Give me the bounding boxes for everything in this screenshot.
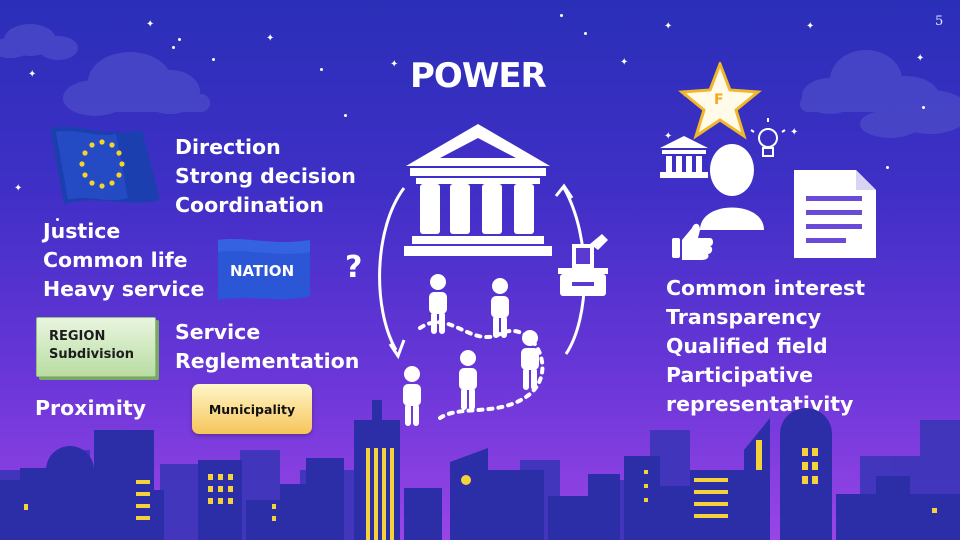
municipality-box: Municipality — [192, 384, 312, 434]
region-line: Service — [175, 320, 261, 344]
slide-title: POWER — [410, 56, 547, 96]
star-icon: ✦ — [916, 53, 925, 64]
lightbulb-icon — [750, 118, 786, 157]
building-icon — [660, 136, 708, 178]
nation-flag-icon — [218, 239, 310, 300]
eu-line: Coordination — [175, 193, 324, 217]
star-icon: ✦ — [790, 127, 799, 138]
eu-flag-icon — [50, 126, 160, 204]
star-icon: ✦ — [146, 19, 155, 30]
region-box: REGION Subdivision — [36, 317, 156, 377]
citizens-icon — [403, 274, 539, 426]
nation-flag-label: NATION — [230, 262, 295, 280]
citizen-ideas-illustration — [660, 62, 876, 260]
star-icon: ✦ — [806, 21, 815, 32]
arrow-down-icon — [378, 187, 406, 351]
right-line: representativity — [666, 392, 854, 416]
star-icon: ✦ — [28, 69, 37, 80]
question-mark: ? — [345, 250, 363, 285]
government-building-icon — [404, 124, 552, 256]
region-line: Reglementation — [175, 349, 360, 373]
right-line: Participative — [666, 363, 814, 387]
thumbs-up-icon — [672, 223, 713, 260]
ballot-box-icon — [558, 234, 608, 296]
building-windows — [24, 440, 937, 540]
municipality-label: Municipality — [208, 401, 296, 417]
region-subtitle: Subdivision — [49, 347, 134, 362]
eu-line: Strong decision — [175, 164, 356, 188]
nation-line: Common life — [43, 248, 188, 272]
eu-line: Direction — [175, 135, 281, 159]
star-icon: ✦ — [620, 57, 629, 68]
star-icon: ✦ — [664, 131, 673, 142]
region-description: Service Reglementation — [175, 318, 359, 376]
star-icon: ✦ — [390, 59, 399, 70]
nation-description: Justice Common life Heavy service — [43, 217, 204, 304]
nation-line: Heavy service — [43, 277, 205, 301]
star-icon: ✦ — [664, 21, 673, 32]
eu-description: Direction Strong decision Coordination — [175, 133, 356, 220]
document-icon — [794, 170, 876, 258]
right-line: Qualified field — [666, 334, 828, 358]
star-icon — [678, 62, 762, 140]
person-icon — [700, 144, 764, 230]
right-line: Transparency — [666, 305, 822, 329]
nation-line: Justice — [43, 219, 121, 243]
right-description: Common interest Transparency Qualified f… — [666, 274, 865, 419]
region-title: REGION — [49, 329, 106, 344]
star-icon: ✦ — [266, 33, 275, 44]
right-line: Common interest — [666, 276, 866, 300]
power-cycle-diagram — [378, 124, 608, 426]
proximity-label: Proximity — [35, 396, 147, 420]
page-number: 5 — [935, 14, 944, 29]
star-letter: F — [714, 92, 724, 108]
star-icon: ✦ — [14, 183, 23, 194]
city-skyline — [0, 400, 960, 540]
